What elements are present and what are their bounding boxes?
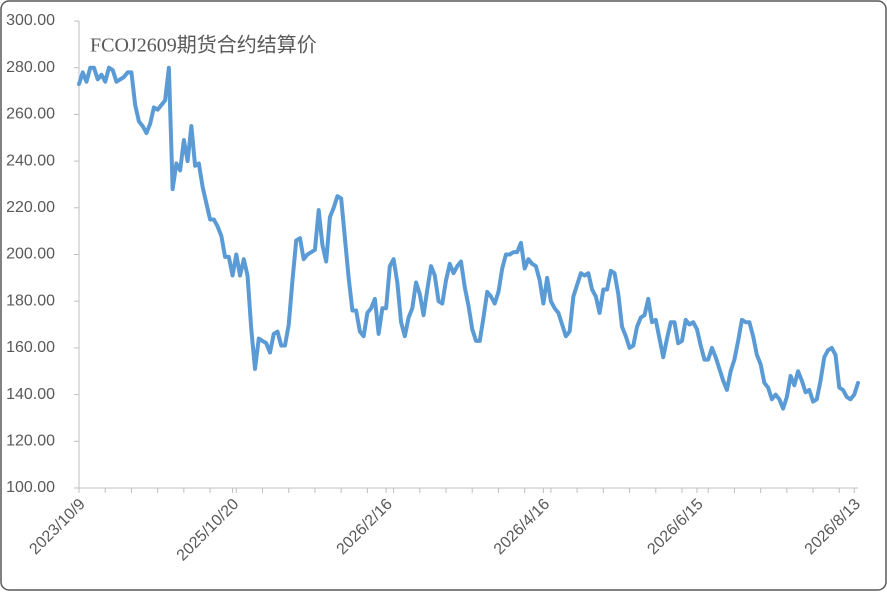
line-series xyxy=(77,65,860,411)
y-tick-label: 120.00 xyxy=(6,433,55,450)
y-tick-label: 240.00 xyxy=(6,152,55,169)
y-tick-label: 140.00 xyxy=(6,386,55,403)
y-tick-label: 300.00 xyxy=(6,12,55,29)
y-tick-label: 160.00 xyxy=(6,339,55,356)
y-tick-label: 180.00 xyxy=(6,292,55,309)
chart-title: FCOJ2609期货合约结算价 xyxy=(90,34,317,57)
y-tick-label: 260.00 xyxy=(6,106,55,123)
y-tick-label: 280.00 xyxy=(6,59,55,76)
y-tick-label: 200.00 xyxy=(6,246,55,263)
y-tick-label: 220.00 xyxy=(6,199,55,216)
y-tick-label: 100.00 xyxy=(6,479,55,496)
